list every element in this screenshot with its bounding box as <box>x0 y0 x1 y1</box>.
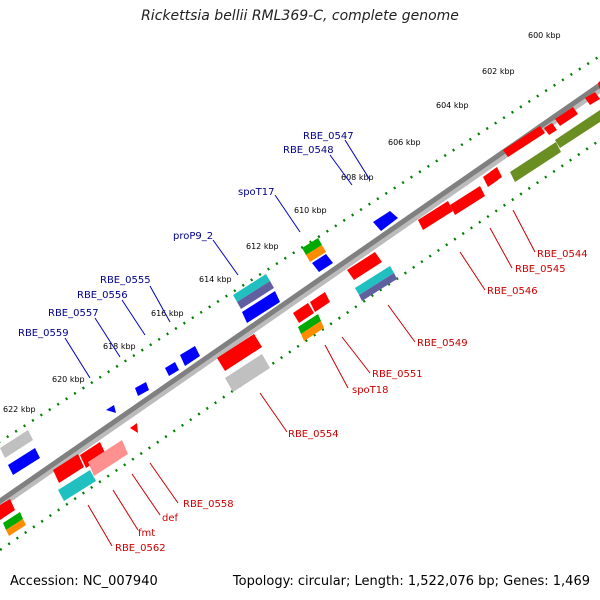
gene-label-bottom[interactable]: RBE_0558 <box>183 499 234 510</box>
gene-feature[interactable] <box>237 281 274 309</box>
gene-feature[interactable] <box>555 107 578 126</box>
gene-rbe-0547-feature[interactable] <box>503 126 545 157</box>
gene-rbe-0558-feature[interactable] <box>130 423 138 433</box>
gene-spot18-feature[interactable] <box>298 314 321 334</box>
gene-label-bottom[interactable]: RBE_0549 <box>417 338 468 349</box>
gene-label-top[interactable]: RBE_0559 <box>18 328 69 339</box>
callout-lines-bottom <box>87 209 536 547</box>
gene-feature[interactable] <box>490 167 502 182</box>
gene-rbe-0551-feature[interactable] <box>293 303 314 323</box>
gene-rbe-0557-feature[interactable] <box>135 382 149 396</box>
gene-def-feature[interactable] <box>80 442 106 468</box>
gene-label-top[interactable]: RBE_0547 <box>303 131 354 142</box>
tick-label: 604 kbp <box>436 101 469 110</box>
gene-labels: RBE_0547 RBE_0548 spoT17 proP9_2 RBE_0555 RBE… <box>18 131 588 554</box>
gene-feature-grey[interactable] <box>0 430 33 458</box>
gene-rbe-0548-feature[interactable] <box>373 211 398 231</box>
gene-rbe-0555-feature[interactable] <box>180 346 200 366</box>
gene-feature[interactable] <box>306 245 326 262</box>
gene-features <box>0 81 600 536</box>
tick-label: 610 kbp <box>294 206 327 215</box>
gene-label-top[interactable]: proP9_2 <box>173 231 213 242</box>
tick-label: 616 kbp <box>151 309 184 318</box>
gene-feature-olive[interactable] <box>555 110 600 148</box>
gene-feature[interactable] <box>355 266 394 295</box>
gene-label-top[interactable]: RBE_0557 <box>48 308 99 319</box>
gene-label-bottom[interactable]: spoT18 <box>352 385 389 396</box>
tick-track-inner <box>0 138 600 552</box>
map-title: Rickettsia bellii RML369-C, complete gen… <box>141 8 459 24</box>
gene-fmt-feature[interactable] <box>53 454 84 483</box>
tick-labels: 600 kbp 602 kbp 604 kbp 606 kbp 608 kbp 610 k… <box>3 31 561 414</box>
gene-spot17-feature[interactable] <box>302 238 322 255</box>
tick-label: 612 kbp <box>246 242 279 251</box>
gene-label-bottom[interactable]: def <box>162 513 179 524</box>
gene-label-bottom[interactable]: RBE_0546 <box>487 286 538 297</box>
gene-rbe-0546-feature[interactable] <box>418 201 453 230</box>
tick-label: 606 kbp <box>388 138 421 147</box>
gene-feature[interactable] <box>585 92 600 105</box>
gene-label-top[interactable]: RBE_0555 <box>100 275 151 286</box>
gene-label-top[interactable]: RBE_0548 <box>283 145 334 156</box>
tick-label: 622 kbp <box>3 405 36 414</box>
gene-label-bottom[interactable]: RBE_0544 <box>537 249 588 260</box>
tick-label: 614 kbp <box>199 275 232 284</box>
gene-rbe-0559-feature[interactable] <box>106 405 116 413</box>
gene-feature[interactable] <box>8 448 40 475</box>
gene-feature[interactable] <box>312 254 333 272</box>
gene-feature-olive[interactable] <box>510 142 561 182</box>
gene-label-bottom[interactable]: RBE_0545 <box>515 264 566 275</box>
tick-label: 608 kbp <box>341 173 374 182</box>
gene-feature[interactable] <box>6 519 26 536</box>
gene-label-top[interactable]: RBE_0556 <box>77 290 128 301</box>
gene-rbe-0549-feature[interactable] <box>347 252 382 280</box>
gene-feature-grey[interactable] <box>225 354 270 392</box>
gene-feature[interactable] <box>3 512 23 530</box>
gene-rbe-0545-feature[interactable] <box>450 186 485 215</box>
gene-feature-pink[interactable] <box>88 440 128 476</box>
tick-label: 618 kbp <box>103 342 136 351</box>
gene-label-top[interactable]: spoT17 <box>238 187 275 198</box>
gene-rbe-0554-feature[interactable] <box>217 334 262 371</box>
gene-feature[interactable] <box>242 291 280 323</box>
gene-label-bottom[interactable]: fmt <box>138 528 155 539</box>
gene-feature[interactable] <box>310 292 330 312</box>
gene-label-bottom[interactable]: RBE_0554 <box>288 429 339 440</box>
gene-feature[interactable] <box>359 273 397 301</box>
tick-label: 600 kbp <box>528 31 561 40</box>
gene-label-bottom[interactable]: RBE_0562 <box>115 543 166 554</box>
tick-track-outer <box>0 54 600 444</box>
gene-feature[interactable] <box>544 123 557 135</box>
callout-lines-top <box>64 139 371 379</box>
accession-text: Accession: NC_007940 <box>10 574 158 589</box>
gene-label-bottom[interactable]: RBE_0551 <box>372 369 423 380</box>
summary-text: Topology: circular; Length: 1,522,076 bp… <box>232 574 590 589</box>
gene-prop9-2-feature[interactable] <box>233 274 270 302</box>
tick-label: 620 kbp <box>52 375 85 384</box>
gene-feature[interactable] <box>301 321 324 341</box>
gene-feature[interactable] <box>0 499 15 520</box>
tick-label: 602 kbp <box>482 67 515 76</box>
gene-rbe-0556-feature[interactable] <box>165 362 179 376</box>
gene-rbe-0562-feature[interactable] <box>58 470 96 501</box>
